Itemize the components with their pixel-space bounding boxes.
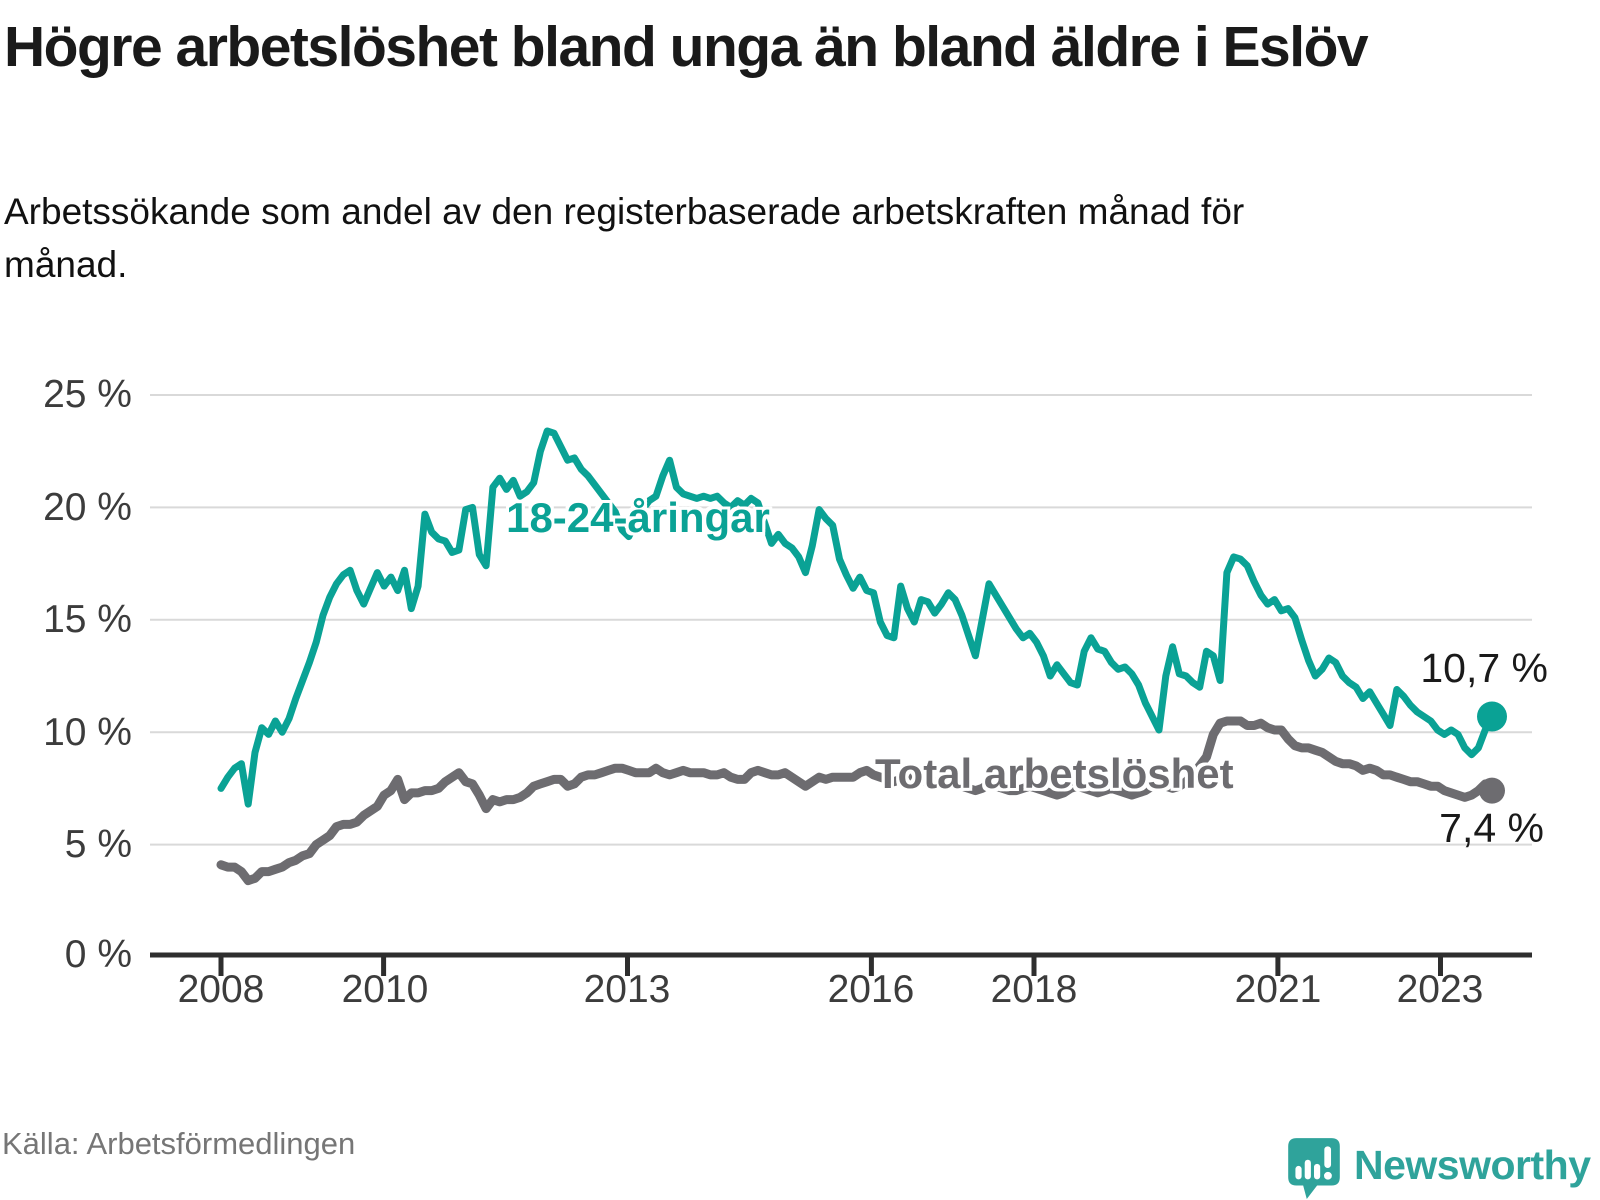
end-value-label-youth: 10,7 %: [1420, 645, 1548, 691]
series-label-total: Total arbetslöshet: [875, 750, 1234, 797]
newsworthy-logo[interactable]: Newsworthy: [1286, 1136, 1591, 1200]
y-tick-label-0: 0 %: [64, 933, 132, 976]
horizontal-gridlines: [150, 394, 1532, 846]
data-series-lines: [216, 427, 1497, 886]
series-end-dots: [1477, 701, 1507, 804]
series-label-youth: 18-24-åringar: [506, 494, 770, 541]
chart-subtitle: Arbetssökande som andel av den registerb…: [4, 191, 1245, 285]
y-tick-label-15: 15 %: [43, 598, 132, 641]
x-axis: [150, 952, 1532, 976]
y-tick-label-25: 25 %: [43, 373, 132, 416]
y-tick-label-10: 10 %: [43, 711, 132, 754]
end-value-label-total: 7,4 %: [1439, 805, 1544, 851]
y-tick-label-5: 5 %: [64, 823, 132, 866]
page-title: Högre arbetslöshet bland unga än bland ä…: [4, 15, 1369, 79]
newsworthy-wordmark: Newsworthy: [1354, 1142, 1591, 1188]
source-credit: Källa: Arbetsförmedlingen: [2, 1126, 356, 1161]
y-tick-label-20: 20 %: [43, 486, 132, 529]
newsworthy-speech-bubble-chart-icon: [1286, 1136, 1342, 1200]
